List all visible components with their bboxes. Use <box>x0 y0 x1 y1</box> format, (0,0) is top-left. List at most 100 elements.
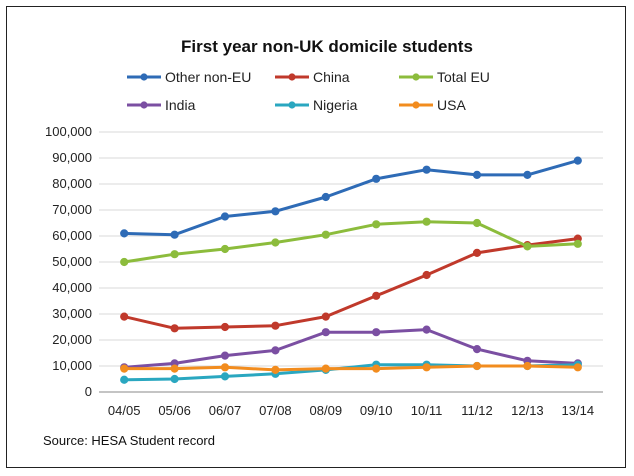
y-tick-label: 20,000 <box>52 332 92 347</box>
x-axis: 04/05 05/06 06/07 07/08 08/09 09/10 10/11 11/12… <box>108 403 594 418</box>
series-total-eu <box>120 217 582 267</box>
series-usa <box>120 361 582 374</box>
data-point-india <box>271 346 280 355</box>
data-point-nigeria <box>120 375 129 384</box>
legend-label: India <box>165 97 196 113</box>
data-point-other-non-eu <box>372 174 381 183</box>
data-point-china <box>120 312 129 321</box>
legend-marker <box>140 73 148 81</box>
line-chart: First year non-UK domicile students Othe… <box>43 37 603 448</box>
data-point-total-eu <box>170 250 179 259</box>
chart-grid <box>99 131 603 393</box>
data-point-usa <box>120 364 129 373</box>
legend-marker <box>288 73 296 81</box>
data-point-total-eu <box>120 257 129 267</box>
data-point-total-eu <box>472 218 482 228</box>
data-point-china <box>472 248 482 257</box>
data-point-other-non-eu <box>422 165 431 174</box>
legend-marker <box>412 101 420 109</box>
series-other-non-eu <box>120 156 582 239</box>
legend-label: China <box>313 69 350 85</box>
data-point-usa <box>472 361 482 371</box>
x-tick-label: 10/11 <box>411 403 443 418</box>
data-point-china <box>271 321 280 330</box>
source-note: Source: HESA Student record <box>43 433 215 448</box>
y-tick-label: 60,000 <box>52 228 92 243</box>
x-tick-label: 06/07 <box>209 403 242 418</box>
data-point-other-non-eu <box>120 229 129 238</box>
data-point-usa <box>372 364 381 373</box>
series-line-usa <box>124 364 578 372</box>
data-point-other-non-eu <box>170 230 179 239</box>
series-nigeria <box>120 360 582 384</box>
data-point-india <box>472 345 482 354</box>
data-point-other-non-eu <box>220 212 230 221</box>
legend-label: Total EU <box>437 69 490 85</box>
y-axis: 0 10,000 20,000 30,000 40,000 50,000 60,000 70,… <box>45 124 92 399</box>
legend-marker <box>412 73 420 81</box>
data-point-nigeria <box>170 374 179 384</box>
data-point-china <box>372 291 381 300</box>
legend-item-usa: USA <box>399 97 466 113</box>
data-point-other-non-eu <box>573 156 582 165</box>
data-point-nigeria <box>220 372 230 381</box>
y-tick-label: 90,000 <box>52 150 92 165</box>
series-line-total-eu <box>123 220 578 264</box>
data-point-usa <box>573 363 582 372</box>
data-point-usa <box>271 365 280 374</box>
data-point-india <box>422 325 431 334</box>
legend-item-india: India <box>127 97 196 113</box>
y-tick-label: 0 <box>85 384 92 399</box>
data-point-usa <box>220 363 230 372</box>
legend-marker <box>140 101 148 109</box>
data-point-total-eu <box>321 230 330 239</box>
series-line-other-non-eu <box>124 159 579 237</box>
plot-area <box>120 156 582 384</box>
data-point-usa <box>321 364 330 373</box>
x-tick-label: 05/06 <box>158 403 191 418</box>
x-tick-label: 13/14 <box>562 403 595 418</box>
data-point-india <box>372 328 381 337</box>
y-tick-label: 30,000 <box>52 306 92 321</box>
x-tick-label: 11/12 <box>461 403 493 418</box>
data-point-total-eu <box>422 217 431 226</box>
data-point-china <box>321 312 330 321</box>
y-tick-label: 100,000 <box>45 124 92 139</box>
x-tick-label: 12/13 <box>511 403 544 418</box>
chart-legend: Other non-EU China Total EU India Nigeria USA <box>127 69 490 113</box>
x-tick-label: 04/05 <box>108 403 141 418</box>
legend-item-total-eu: Total EU <box>399 69 490 85</box>
data-point-other-non-eu <box>271 207 280 216</box>
x-tick-label: 08/09 <box>310 403 343 418</box>
series-india <box>120 325 582 372</box>
legend-item-nigeria: Nigeria <box>275 97 358 113</box>
chart-frame: First year non-UK domicile students Othe… <box>6 6 626 468</box>
data-point-total-eu <box>372 220 381 229</box>
data-point-india <box>220 351 230 360</box>
data-point-usa <box>170 364 179 373</box>
y-tick-label: 50,000 <box>52 254 92 269</box>
data-point-other-non-eu <box>321 192 330 202</box>
data-point-china <box>422 270 431 280</box>
y-tick-label: 10,000 <box>52 358 92 373</box>
data-point-india <box>321 328 330 337</box>
legend-item-other-non-eu: Other non-EU <box>127 69 251 85</box>
legend-item-china: China <box>275 69 350 85</box>
data-point-usa <box>422 363 431 372</box>
data-point-total-eu <box>573 239 582 248</box>
series-china <box>120 234 582 333</box>
legend-label: Other non-EU <box>165 69 251 85</box>
legend-label: USA <box>437 97 466 113</box>
data-point-total-eu <box>271 238 280 247</box>
data-point-usa <box>523 361 532 371</box>
data-point-other-non-eu <box>472 170 482 179</box>
x-tick-label: 07/08 <box>259 403 292 418</box>
y-tick-label: 80,000 <box>52 176 92 191</box>
data-point-other-non-eu <box>523 170 532 179</box>
x-tick-label: 09/10 <box>360 403 393 418</box>
legend-label: Nigeria <box>313 97 358 113</box>
data-point-total-eu <box>523 242 532 251</box>
data-point-total-eu <box>220 244 230 254</box>
chart-title: First year non-UK domicile students <box>181 37 473 56</box>
y-tick-label: 40,000 <box>52 280 92 295</box>
